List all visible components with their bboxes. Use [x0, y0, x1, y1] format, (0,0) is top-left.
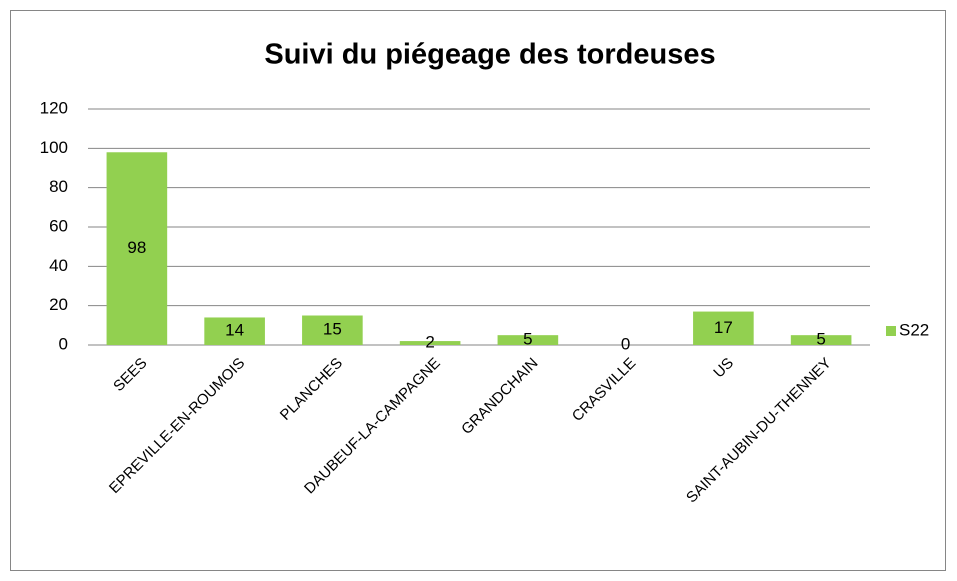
data-label: 15 [323, 320, 342, 339]
data-label: 2 [425, 333, 434, 352]
data-label: 14 [225, 321, 244, 340]
bar [204, 317, 265, 345]
y-tick-label: 0 [59, 334, 68, 353]
data-label: 5 [523, 330, 532, 349]
y-tick-label: 100 [40, 138, 68, 157]
y-tick-label: 40 [49, 256, 68, 275]
data-label: 98 [127, 238, 146, 257]
bar [302, 315, 363, 345]
bar [106, 152, 168, 345]
y-tick-label: 120 [40, 98, 68, 117]
y-tick-label: 20 [49, 295, 68, 314]
data-label: 0 [621, 334, 630, 353]
y-tick-label: 60 [49, 216, 68, 235]
bar [693, 311, 754, 345]
legend-swatch [886, 326, 896, 336]
chart-title: Suivi du piégeage des tordeuses [264, 39, 715, 71]
data-label: 5 [816, 330, 825, 349]
data-label: 17 [714, 318, 733, 337]
bar [790, 335, 852, 345]
bar [497, 335, 559, 345]
bar [399, 341, 461, 345]
legend-label: S22 [899, 320, 929, 339]
y-tick-label: 80 [49, 177, 68, 196]
